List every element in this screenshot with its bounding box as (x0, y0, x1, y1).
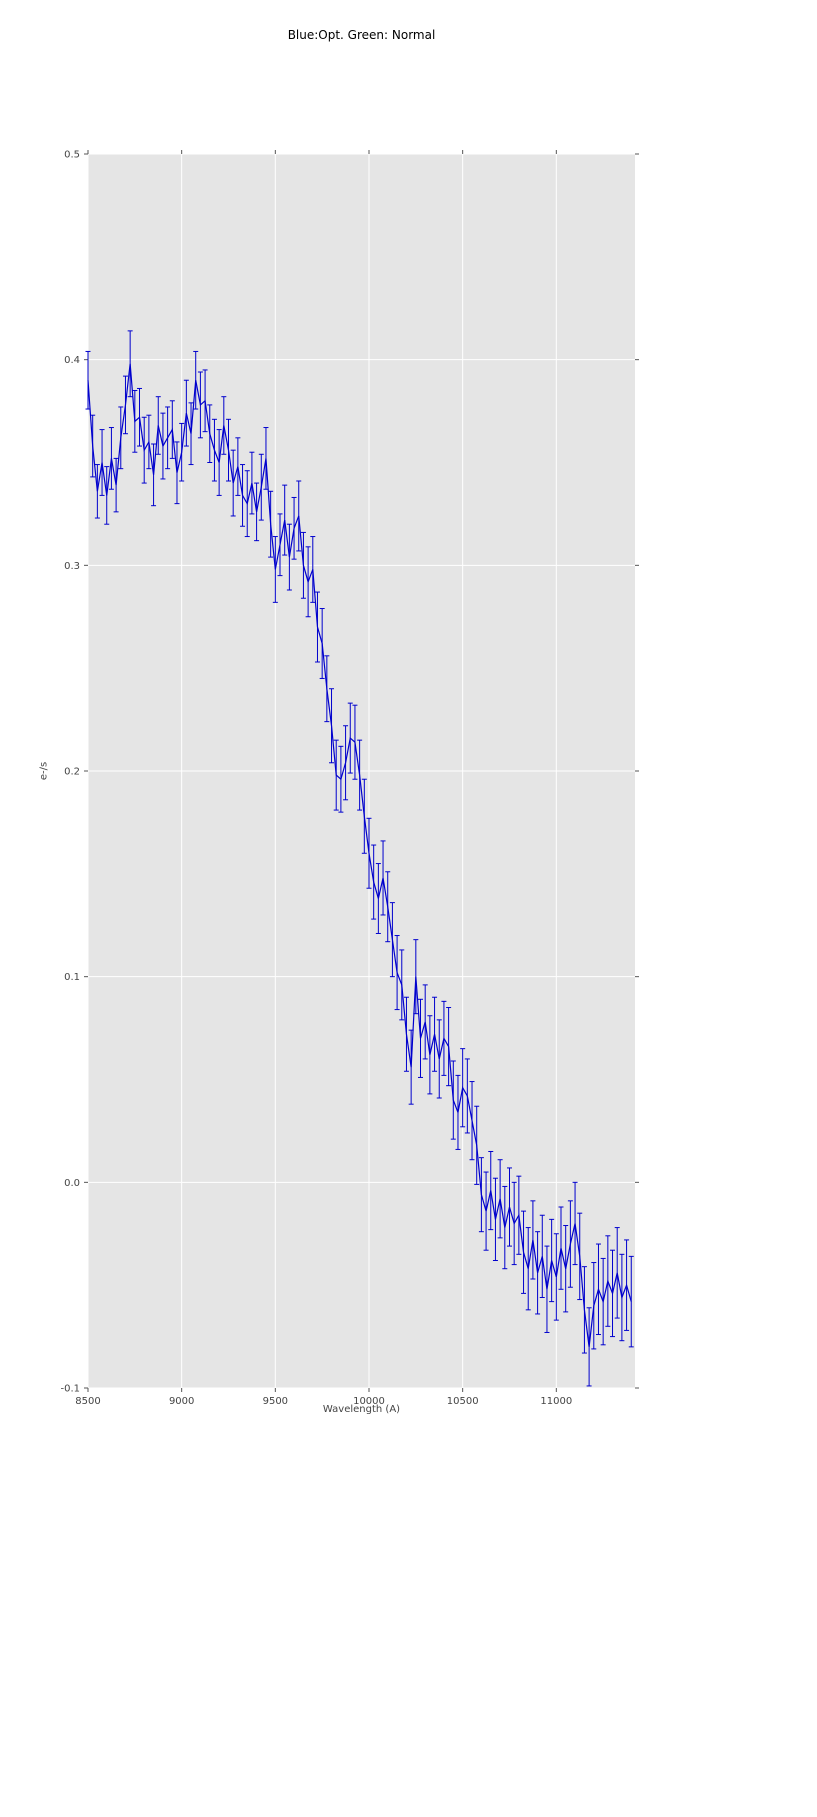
y-tick-label: 0.5 (64, 150, 80, 161)
y-tick-label: 0.2 (64, 767, 80, 778)
x-tick-label: 9500 (263, 1396, 288, 1407)
x-tick-label: 11000 (540, 1396, 572, 1407)
x-tick-label: 10000 (353, 1396, 385, 1407)
y-tick-label: 0.1 (64, 972, 80, 983)
y-tick-label: -0.1 (60, 1384, 80, 1395)
chart-title: Blue:Opt. Green: Normal (287, 28, 436, 42)
y-tick-label: 0.0 (64, 1178, 80, 1189)
y-axis-label: e-/s (38, 761, 50, 781)
y-tick-label: 0.3 (64, 561, 80, 572)
x-tick-label: 10500 (447, 1396, 479, 1407)
data-line (87, 363, 632, 1347)
x-tick-label: 8500 (75, 1396, 100, 1407)
y-tick-label: 0.4 (64, 355, 80, 366)
x-axis-label: Wavelength (A) (322, 1404, 401, 1415)
x-tick-label: 9000 (169, 1396, 194, 1407)
